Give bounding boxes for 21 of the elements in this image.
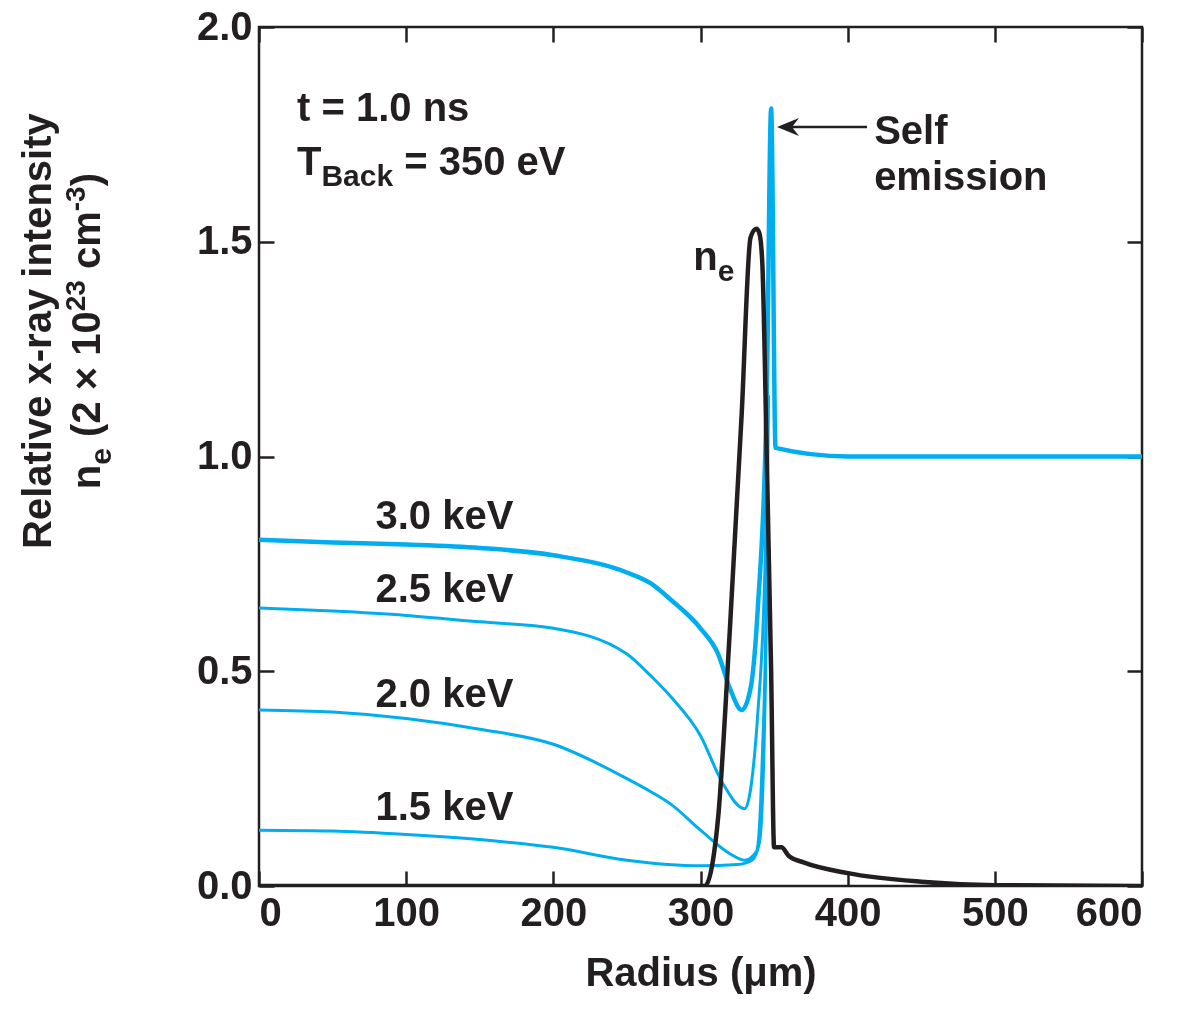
y-tick-label: 1.5 <box>196 218 253 263</box>
annotation: Self emission <box>874 106 1049 199</box>
x-tick-label: 500 <box>961 889 1029 934</box>
x-axis-title: Radius (μm) <box>585 949 817 994</box>
series-label: n$_{e}$ <box>693 233 735 289</box>
series-label: 2.0 keV <box>375 670 514 717</box>
series-label: 3.0 keV <box>375 492 514 539</box>
x-tick-label: 200 <box>520 889 588 934</box>
x-tick-label: 400 <box>814 889 882 934</box>
x-tick-label: 0 <box>259 889 282 934</box>
series-label: 2.5 keV <box>375 564 514 611</box>
y-tick-label: 0.0 <box>196 862 253 907</box>
x-tick-label: 100 <box>373 889 441 934</box>
x-tick-label: 600 <box>1075 889 1143 934</box>
y-tick-label: 2.0 <box>196 3 253 48</box>
annotation: t = 1.0 ns <box>297 84 470 130</box>
y-tick-label: 0.5 <box>196 647 253 692</box>
annotation: T$_{Back}$ = 350 eV <box>297 137 566 193</box>
series-label: 1.5 keV <box>375 783 514 830</box>
y-tick-label: 1.0 <box>196 433 253 477</box>
x-tick-label: 300 <box>667 889 735 934</box>
